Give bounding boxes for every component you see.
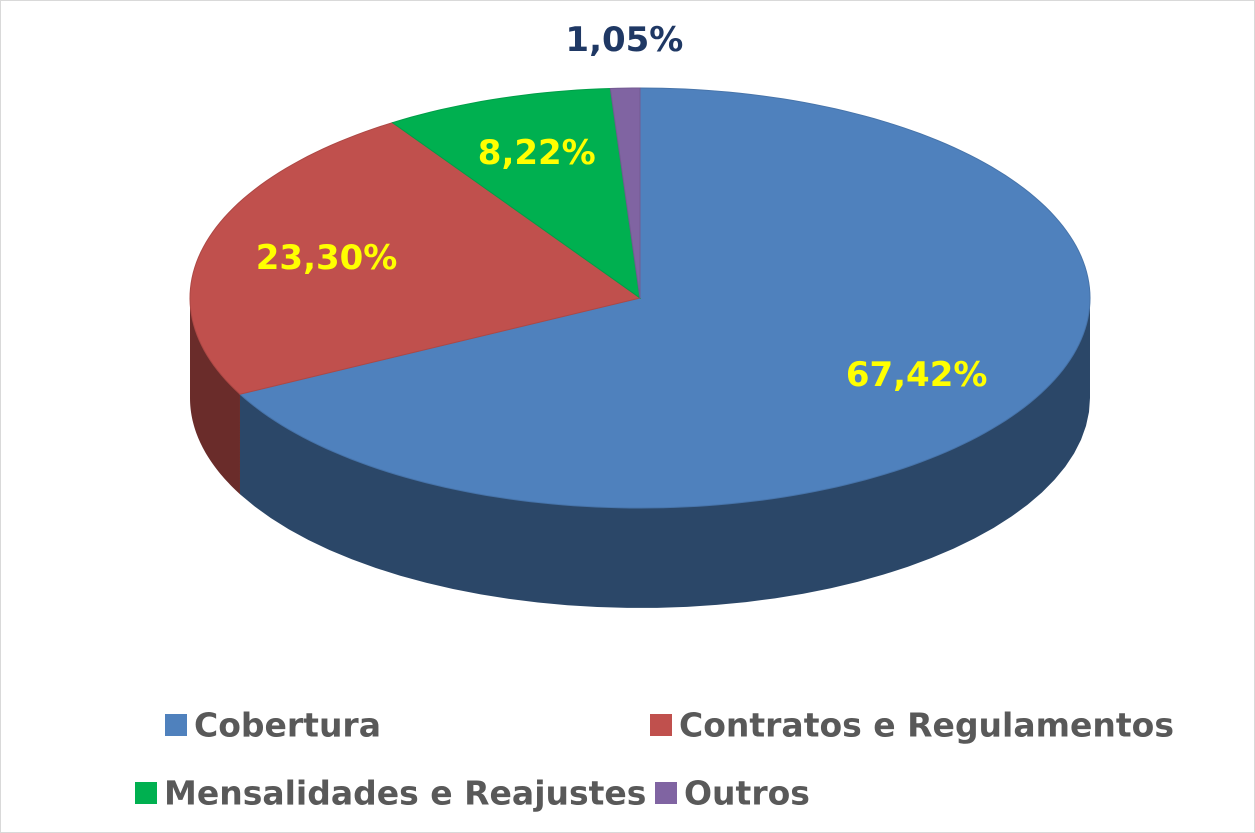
- legend-swatch: [650, 714, 672, 736]
- value-label: 8,22%: [478, 133, 596, 173]
- legend-label: Outros: [684, 774, 810, 813]
- value-label: 67,42%: [846, 355, 988, 395]
- slice-side: [239, 298, 1091, 608]
- value-label: 23,30%: [256, 238, 398, 278]
- value-label: 1,05%: [565, 20, 683, 60]
- legend-label: Cobertura: [194, 706, 381, 745]
- slice: [609, 87, 641, 299]
- slice: [238, 87, 1091, 509]
- legend-swatch: [135, 782, 157, 804]
- slice: [391, 87, 641, 300]
- legend-label: Mensalidades e Reajustes: [164, 774, 646, 813]
- legend-swatch: [165, 714, 187, 736]
- legend-label: Contratos e Regulamentos: [679, 706, 1174, 745]
- slice-side: [190, 298, 240, 495]
- slice: [189, 122, 642, 395]
- legend-swatch: [655, 782, 677, 804]
